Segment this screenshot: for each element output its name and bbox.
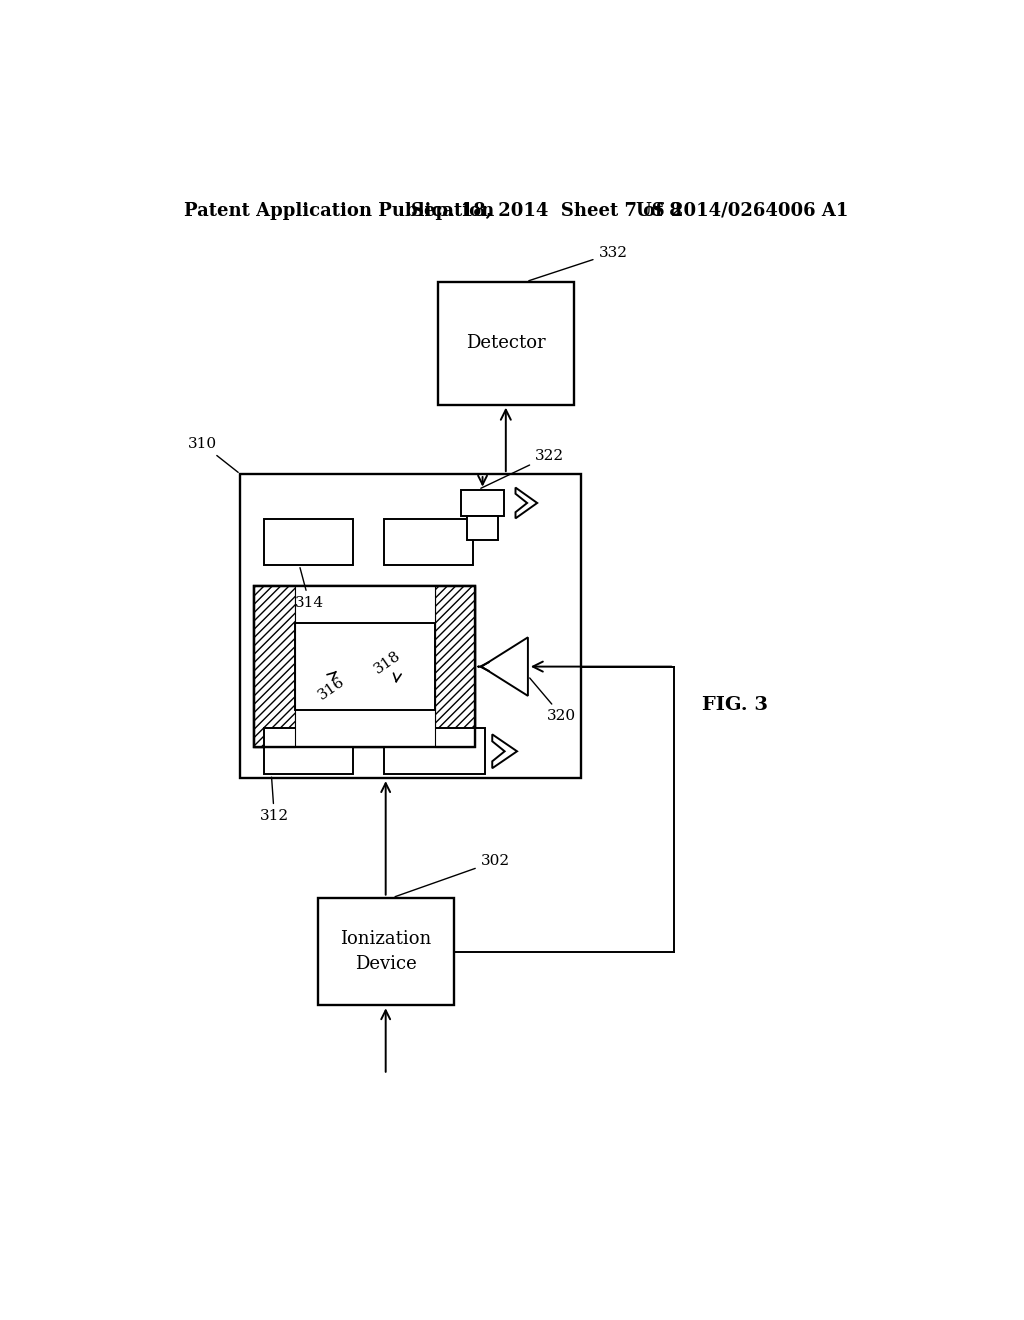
Text: 318: 318: [372, 648, 403, 682]
Text: 302: 302: [395, 854, 510, 896]
Bar: [435, 586, 475, 747]
Text: 316: 316: [315, 672, 347, 702]
Polygon shape: [515, 487, 538, 519]
Bar: [384, 729, 484, 775]
Text: Sep. 18, 2014  Sheet 7 of 8: Sep. 18, 2014 Sheet 7 of 8: [411, 202, 682, 219]
Polygon shape: [493, 734, 517, 768]
Bar: [254, 586, 295, 747]
Text: US 2014/0264006 A1: US 2014/0264006 A1: [636, 202, 848, 219]
Text: FIG. 3: FIG. 3: [701, 696, 768, 714]
Text: Patent Application Publication: Patent Application Publication: [183, 202, 494, 219]
Bar: [295, 586, 435, 747]
Text: 312: 312: [260, 777, 289, 824]
Bar: [461, 490, 504, 516]
Polygon shape: [481, 638, 528, 696]
Bar: [254, 586, 475, 747]
Bar: [435, 586, 475, 747]
Text: 322: 322: [481, 449, 564, 488]
Text: Detector: Detector: [466, 334, 546, 352]
Bar: [241, 474, 582, 779]
Bar: [467, 516, 498, 540]
Bar: [254, 586, 475, 747]
Bar: [263, 729, 352, 775]
Bar: [438, 281, 573, 405]
Text: Ionization
Device: Ionization Device: [340, 931, 431, 973]
Bar: [317, 898, 454, 1006]
Text: 310: 310: [187, 437, 239, 473]
Bar: [384, 519, 473, 565]
Text: 314: 314: [295, 568, 324, 610]
Bar: [295, 623, 435, 710]
Text: 332: 332: [528, 246, 628, 281]
Bar: [263, 519, 352, 565]
Text: 320: 320: [529, 678, 577, 723]
Bar: [254, 586, 295, 747]
